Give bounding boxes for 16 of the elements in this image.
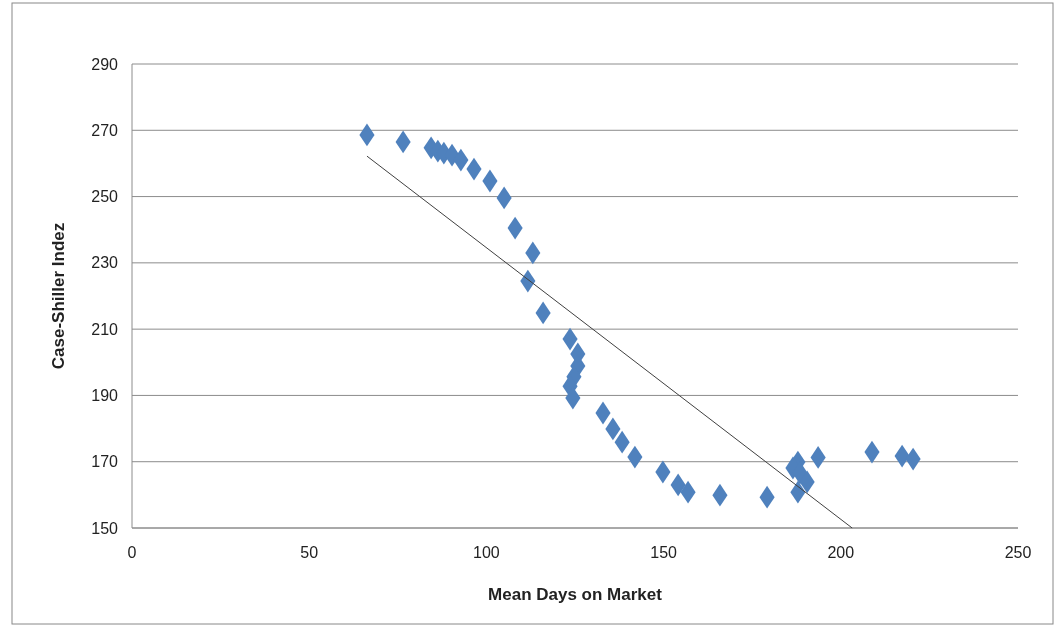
x-tick-label: 250 [1004, 544, 1032, 561]
y-tick-label: 270 [91, 121, 119, 139]
y-tick-label: 290 [91, 55, 119, 73]
x-tick-label: 200 [827, 544, 855, 561]
y-axis-title: Case-Shiller Indez [49, 222, 68, 370]
x-axis-title: Mean Days on Market [488, 585, 663, 604]
x-tick-label: 50 [300, 544, 319, 561]
x-tick-label: 100 [473, 544, 500, 561]
y-tick-label: 150 [91, 519, 119, 537]
y-tick-label: 250 [91, 188, 119, 206]
x-tick-label: 0 [127, 544, 137, 561]
y-tick-label: 230 [91, 254, 119, 272]
x-tick-label: 150 [650, 544, 678, 561]
y-tick-label: 210 [91, 320, 119, 338]
y-tick-label: 190 [91, 387, 119, 405]
y-tick-label: 170 [91, 453, 119, 471]
